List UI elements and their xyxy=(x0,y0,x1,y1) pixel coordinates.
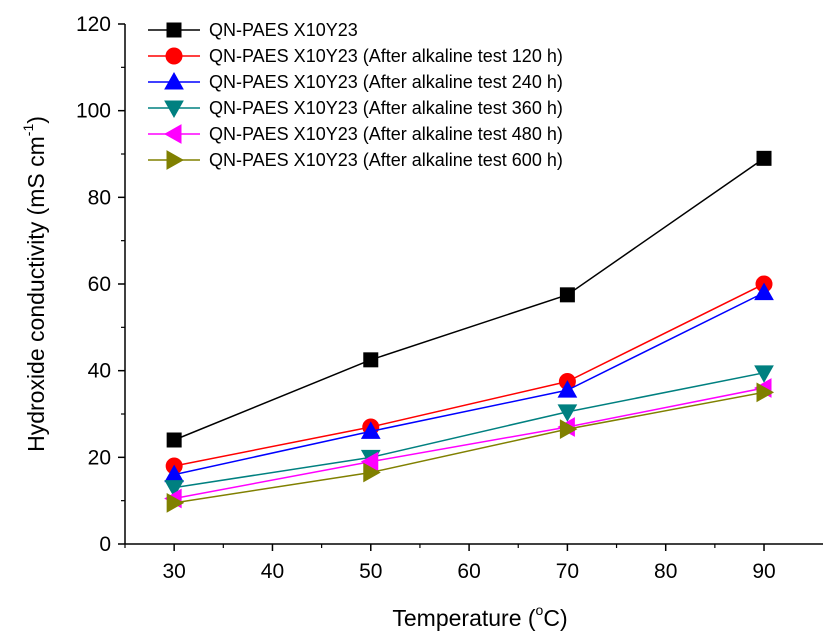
y-axis-title: Hydroxide conductivity (mS cm-1) xyxy=(20,116,49,452)
series-line xyxy=(174,372,765,489)
x-tick-label: 90 xyxy=(752,560,775,583)
legend-label: QN-PAES X10Y23 (After alkaline test 240 … xyxy=(209,72,563,92)
legend-marker xyxy=(163,124,182,144)
x-tick-label: 70 xyxy=(556,560,579,583)
data-point xyxy=(166,492,185,513)
legend-marker xyxy=(164,71,184,90)
y-tick-label: 100 xyxy=(76,100,111,123)
legend-marker xyxy=(166,22,182,38)
data-point xyxy=(164,480,185,498)
series-line xyxy=(174,387,765,500)
legend-label: QN-PAES X10Y23 xyxy=(209,20,358,40)
data-point xyxy=(363,352,379,368)
x-axis-ticks: 30 40 50 60 70 80 90 xyxy=(124,544,776,583)
y-tick-label: 60 xyxy=(88,273,111,296)
x-tick-label: 80 xyxy=(654,560,677,583)
series-5 xyxy=(164,378,772,509)
y-axis-title-superscript: -1 xyxy=(20,124,36,137)
legend-item: QN-PAES X10Y23 (After alkaline test 120 … xyxy=(148,46,563,66)
x-axis-title-superscript: o xyxy=(536,602,544,618)
series-4 xyxy=(164,365,774,498)
data-point xyxy=(756,150,772,166)
data-point xyxy=(559,287,575,303)
data-point xyxy=(754,365,774,383)
series-3 xyxy=(164,282,774,483)
legend-item: QN-PAES X10Y23 (After alkaline test 480 … xyxy=(148,124,563,144)
legend-item: QN-PAES X10Y23 (After alkaline test 600 … xyxy=(148,150,563,170)
data-point xyxy=(363,462,381,483)
x-tick-label: 40 xyxy=(261,560,284,583)
series-1 xyxy=(166,150,772,448)
y-axis-ticks: 0 20 40 60 80 100 120 xyxy=(76,13,125,556)
series-layer xyxy=(164,150,775,513)
series-line xyxy=(174,391,765,504)
legend-label: QN-PAES X10Y23 (After alkaline test 120 … xyxy=(209,46,563,66)
data-point xyxy=(360,421,381,439)
legend-item: QN-PAES X10Y23 xyxy=(148,20,358,40)
legend-item: QN-PAES X10Y23 (After alkaline test 240 … xyxy=(148,71,563,92)
legend: QN-PAES X10Y23 QN-PAES X10Y23 (After alka… xyxy=(148,20,563,170)
legend-marker xyxy=(165,47,183,65)
series-line xyxy=(173,157,765,441)
y-tick-label: 0 xyxy=(99,533,111,556)
x-tick-label: 30 xyxy=(162,560,185,583)
y-tick-label: 120 xyxy=(76,13,111,36)
data-point xyxy=(360,451,379,472)
series-6 xyxy=(166,382,775,513)
data-point xyxy=(166,432,182,448)
legend-label: QN-PAES X10Y23 (After alkaline test 360 … xyxy=(209,98,563,118)
x-axis-title: Temperature (oC) xyxy=(392,602,567,631)
data-point xyxy=(756,382,775,403)
x-tick-label: 50 xyxy=(359,560,382,583)
data-point xyxy=(557,380,578,398)
legend-label: QN-PAES X10Y23 (After alkaline test 600 … xyxy=(209,150,563,170)
data-point xyxy=(559,419,578,440)
series-line xyxy=(173,291,765,476)
y-tick-label: 80 xyxy=(88,186,111,209)
x-tick-label: 60 xyxy=(457,560,480,583)
y-tick-label: 20 xyxy=(88,446,111,469)
y-tick-label: 40 xyxy=(88,360,111,383)
legend-item: QN-PAES X10Y23 (After alkaline test 360 … xyxy=(148,98,563,119)
data-point xyxy=(754,282,774,301)
legend-label: QN-PAES X10Y23 (After alkaline test 480 … xyxy=(209,124,563,144)
series-line xyxy=(174,283,765,467)
data-point xyxy=(557,404,578,422)
legend-marker xyxy=(166,150,185,170)
legend-marker xyxy=(164,100,184,119)
